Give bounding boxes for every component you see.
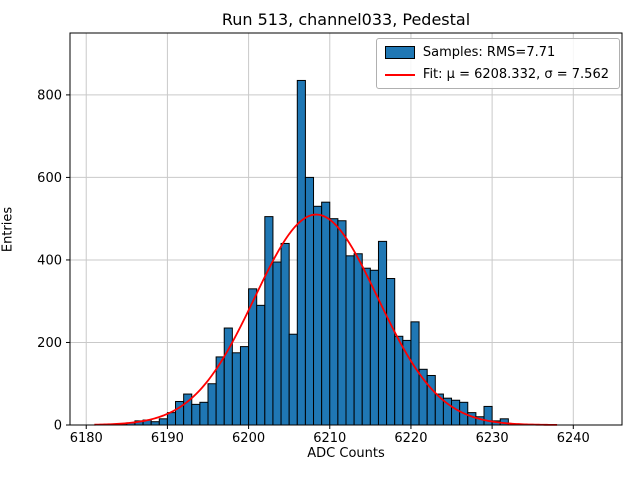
x-tick-label: 6200 <box>232 431 265 446</box>
histogram-bar <box>256 304 266 426</box>
x-tick-label: 6220 <box>394 431 427 446</box>
histogram-bar <box>361 267 371 426</box>
x-tick-label: 6230 <box>476 431 509 446</box>
histogram-bar <box>386 278 396 426</box>
plot-border <box>69 32 623 426</box>
histogram-bar <box>329 218 339 426</box>
legend: Samples: RMS=7.71 Fit: μ = 6208.332, σ =… <box>375 38 620 89</box>
histogram-bar <box>272 261 282 426</box>
x-tick-label: 6210 <box>313 431 346 446</box>
histogram-bar <box>239 346 250 426</box>
histogram-bar <box>345 255 355 426</box>
histogram-bar <box>288 333 298 426</box>
x-tick-label: 6240 <box>557 431 590 446</box>
histogram-bar <box>199 401 209 426</box>
chart-title: Run 513, channel033, Pedestal <box>221 10 471 29</box>
histogram-bar <box>337 220 347 426</box>
histogram-bar <box>451 399 461 426</box>
y-tick-label: 200 <box>37 336 62 351</box>
x-axis-label: ADC Counts <box>307 446 385 461</box>
histogram-bar <box>231 352 241 426</box>
fit-curve <box>94 213 558 426</box>
histogram-bar <box>166 412 177 426</box>
histogram-bar <box>410 321 420 426</box>
histogram-bar <box>426 374 436 426</box>
x-tick-label: 6180 <box>70 431 103 446</box>
x-tick-label: 6190 <box>151 431 184 446</box>
fit-line-swatch-icon <box>384 73 415 76</box>
histogram-bar <box>353 253 363 426</box>
histogram-bar <box>377 240 388 426</box>
histogram-bar <box>321 201 331 426</box>
histogram-bar <box>394 335 404 426</box>
histogram-bar <box>313 205 323 426</box>
histogram-bar <box>223 327 233 426</box>
legend-item-fit: Fit: μ = 6208.332, σ = 7.562 <box>384 67 609 82</box>
histogram-bar <box>369 269 379 426</box>
histogram-bar <box>191 403 201 426</box>
histogram-bar <box>467 412 477 426</box>
histogram-bar <box>207 383 217 426</box>
histogram-bar <box>280 242 290 426</box>
y-tick-label: 0 <box>54 419 62 434</box>
histogram-bar <box>158 418 168 426</box>
y-tick-label: 600 <box>37 171 62 186</box>
legend-item-samples: Samples: RMS=7.71 <box>384 45 609 60</box>
legend-samples-label: Samples: RMS=7.71 <box>422 45 556 60</box>
legend-fit-label: Fit: μ = 6208.332, σ = 7.562 <box>422 67 609 82</box>
samples-swatch-icon <box>384 46 415 59</box>
y-axis-label: Entries <box>0 206 16 253</box>
y-tick-label: 800 <box>37 88 62 103</box>
y-tick-label: 400 <box>37 253 62 268</box>
histogram-bar <box>296 79 306 426</box>
histogram-bar <box>264 216 274 426</box>
